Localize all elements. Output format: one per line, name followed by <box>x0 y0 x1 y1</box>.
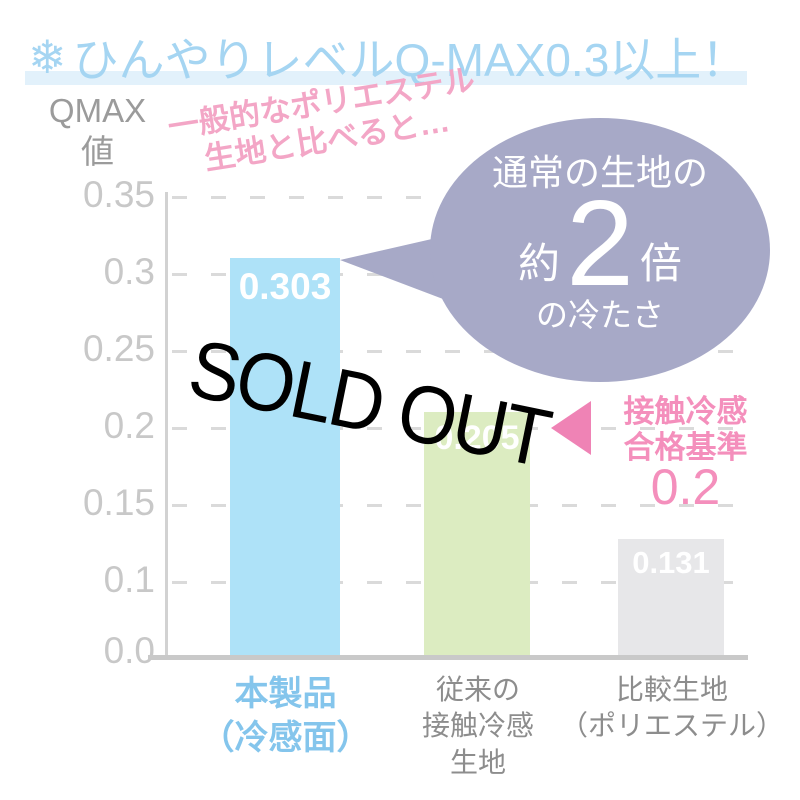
bar-value-conventional: 0.205 <box>434 419 520 457</box>
y-tick-0-30: 0.3 <box>103 251 155 292</box>
gridline-0-25 <box>172 350 746 353</box>
x-label-conventional: 従来の 接触冷感 生地 <box>393 672 563 781</box>
y-tick-0-10: 0.1 <box>103 559 155 600</box>
y-tick-0-15: 0.15 <box>82 482 155 523</box>
bar-value-product: 0.303 <box>238 266 332 307</box>
threshold-label-line2: 合格基準 <box>623 429 748 465</box>
x-label-conventional-line1: 従来の <box>435 674 520 705</box>
x-label-product: 本製品 （冷感面） <box>198 672 373 760</box>
x-label-polyester: 比較生地 （ポリエステル） <box>552 672 792 745</box>
x-axis-line <box>148 655 748 660</box>
y-axis-line <box>165 192 168 660</box>
y-tick-0-00: 0.0 <box>103 630 155 671</box>
bar-conventional-fabric: 0.205 <box>424 412 530 656</box>
y-tick-0-35: 0.35 <box>82 174 155 215</box>
speech-bubble-2x-cooler: 通常の生地の 約 2 倍 の冷たさ <box>430 118 770 382</box>
bubble-approx: 約 <box>518 239 561 287</box>
bubble-middle-row: 約 2 倍 <box>518 182 682 304</box>
bubble-line1: 通常の生地の <box>491 152 708 193</box>
title-underline <box>25 71 747 85</box>
x-label-conventional-line3: 生地 <box>449 746 506 778</box>
snowflake-icon: ❄ <box>28 31 67 83</box>
y-axis-unit-line2: 値 <box>81 133 114 171</box>
bubble-line3: の冷たさ <box>535 297 664 333</box>
bubble-big-number: 2 <box>566 175 634 311</box>
bar-value-polyester: 0.131 <box>632 545 710 580</box>
x-label-product-line1: 本製品 <box>234 675 337 713</box>
y-tick-0-20: 0.2 <box>103 405 155 446</box>
page-title: ❄ ひんやりレベルQ-MAX0.3以上！ <box>28 24 788 90</box>
y-axis-unit-line1: QMAX <box>48 92 147 129</box>
x-label-product-line2: （冷感面） <box>200 719 371 758</box>
x-label-polyester-line1: 比較生地 <box>615 674 728 705</box>
threshold-label: 接触冷感 合格基準 <box>598 394 773 465</box>
bar-product-cool-side: 0.303 <box>230 258 340 656</box>
y-tick-0-25: 0.25 <box>82 328 155 369</box>
threshold-value: 0.2 <box>650 459 721 515</box>
page-title-text: ひんやりレベルQ-MAX0.3以上！ <box>72 34 748 86</box>
x-label-conventional-line2: 接触冷感 <box>421 710 534 742</box>
y-axis-unit-label: QMAX 値 <box>35 90 160 173</box>
bar-polyester-fabric: 0.131 <box>618 539 724 656</box>
threshold-arrow-icon <box>551 401 591 455</box>
threshold-label-line1: 接触冷感 <box>623 394 748 429</box>
x-label-polyester-line2: （ポリエステル） <box>559 710 784 742</box>
bubble-times: 倍 <box>639 239 682 287</box>
